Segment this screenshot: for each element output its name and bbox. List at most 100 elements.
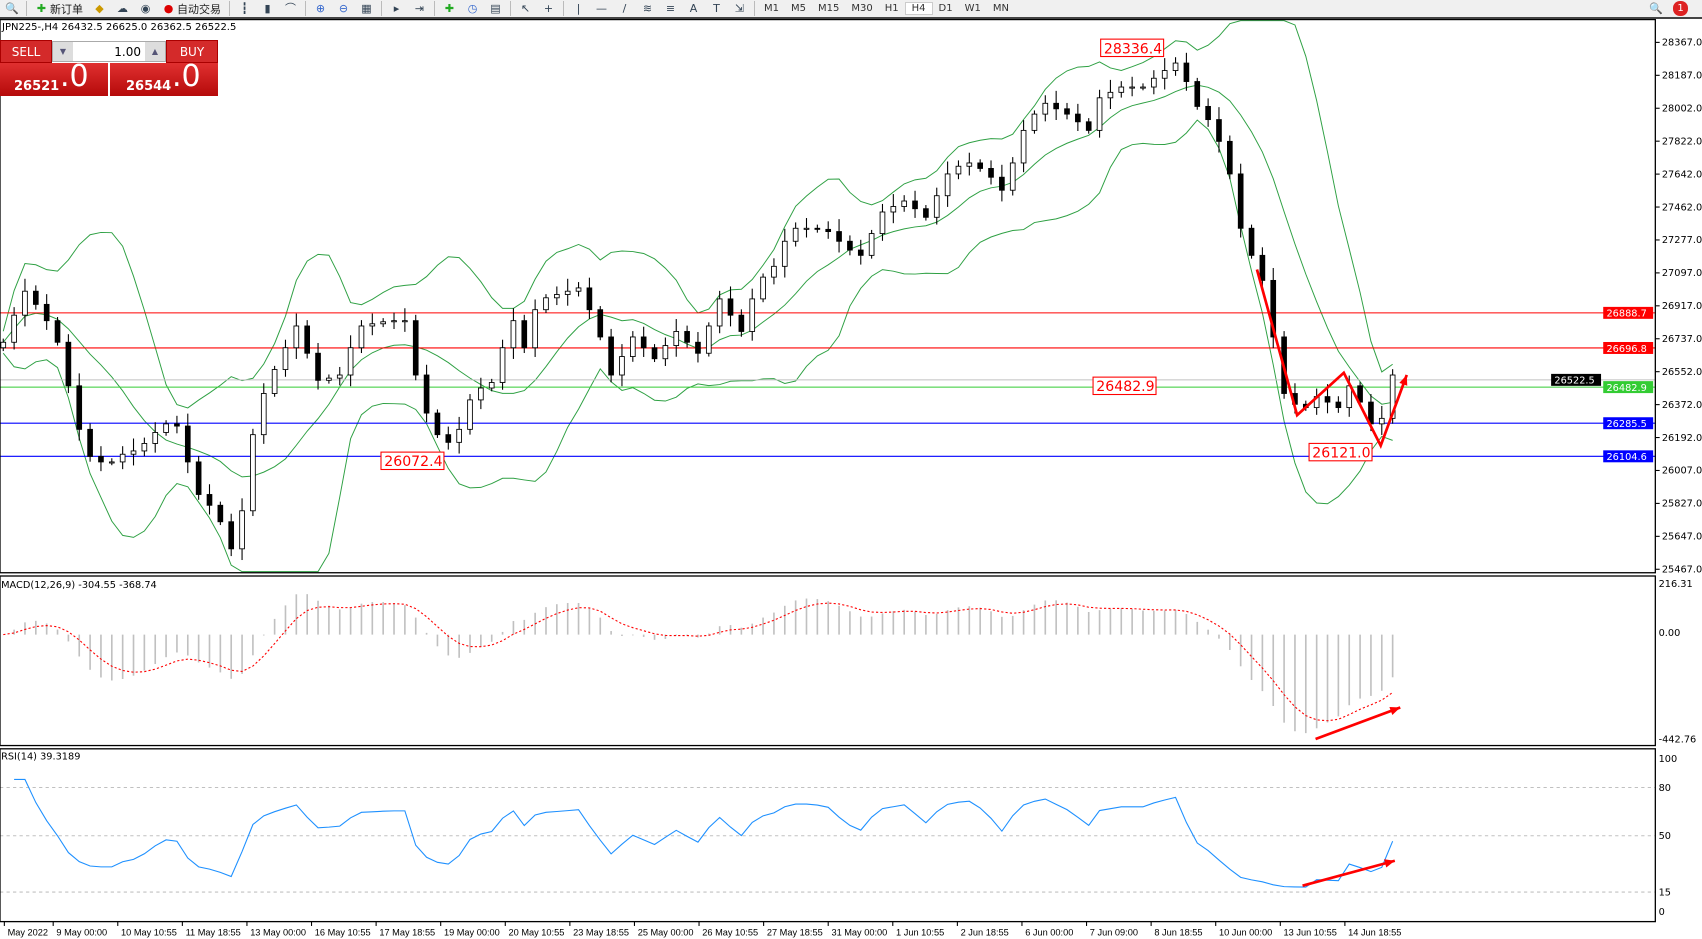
notification-badge[interactable]: 1 bbox=[1673, 1, 1688, 16]
rsi-axis-label: 0 bbox=[1659, 907, 1665, 918]
candle bbox=[391, 312, 397, 330]
shift-button[interactable]: ⇥ bbox=[408, 0, 431, 17]
periods-button[interactable]: ◷ bbox=[461, 0, 484, 17]
price-line-tag-label: 26522.5 bbox=[1554, 376, 1594, 387]
timeframe-mn[interactable]: MN bbox=[992, 3, 1009, 14]
candle bbox=[1335, 396, 1342, 413]
timeframe-h4[interactable]: H4 bbox=[904, 2, 933, 15]
text-button[interactable]: A bbox=[682, 0, 705, 17]
new-order-icon: ✚ bbox=[36, 2, 47, 15]
candle-body bbox=[988, 168, 994, 178]
indicators-button[interactable]: ✚ bbox=[438, 0, 461, 17]
candle bbox=[988, 160, 994, 185]
signal-button[interactable]: ◉ bbox=[134, 0, 157, 17]
toolbar: 🔍 ✚ 新订单 ◆ ☁ ◉ ● 自动交易 ┇ ▮ ⌒ ⊕ ⊖ ▦ ▸ ⇥ ✚ ◷ ▤ ↖ + | — / ≋ ≡ A T ⇲ M1 M5 M1… bbox=[0, 0, 1702, 19]
autotrading-button[interactable]: ● 自动交易 bbox=[157, 0, 226, 17]
candle-body bbox=[923, 208, 929, 218]
candle-body bbox=[597, 309, 604, 338]
horizontal-line-button[interactable]: — bbox=[590, 0, 613, 17]
lot-size-stepper[interactable]: ▼ 1.00 ▲ bbox=[52, 41, 166, 62]
toolbar-separator bbox=[381, 1, 382, 16]
rsi-axis-label: 50 bbox=[1659, 831, 1671, 842]
vertical-line-icon: | bbox=[576, 2, 581, 15]
timeframe-m15[interactable]: M15 bbox=[818, 3, 840, 14]
gold-button[interactable]: ◆ bbox=[88, 0, 111, 17]
candle bbox=[1075, 103, 1081, 132]
sell-button[interactable]: SELL bbox=[0, 40, 52, 63]
candle bbox=[1205, 98, 1211, 127]
autoscroll-button[interactable]: ▸ bbox=[385, 0, 408, 17]
candle-body bbox=[11, 314, 17, 343]
candle bbox=[1183, 52, 1190, 91]
ask-price-button[interactable]: 26544 .0 bbox=[110, 59, 218, 96]
bar-chart-button[interactable]: ┇ bbox=[233, 0, 256, 17]
candle-body bbox=[412, 320, 419, 376]
line-chart-button[interactable]: ⌒ bbox=[279, 0, 302, 17]
fibonacci-button[interactable]: ≋ bbox=[636, 0, 659, 17]
search-icon[interactable]: 🔍 bbox=[1649, 2, 1663, 15]
candle-body bbox=[619, 356, 625, 376]
candle-body bbox=[228, 521, 235, 550]
timeframe-m30[interactable]: M30 bbox=[851, 3, 873, 14]
zoom-in-button[interactable]: ⊕ bbox=[309, 0, 332, 17]
candle bbox=[54, 317, 61, 346]
label-button[interactable]: T bbox=[705, 0, 728, 17]
timeframe-h1[interactable]: H1 bbox=[884, 3, 899, 14]
candle bbox=[76, 373, 83, 441]
candle bbox=[1237, 163, 1244, 238]
candle bbox=[1140, 83, 1146, 91]
candle-body bbox=[347, 347, 354, 376]
macd-axis-label: -442.76 bbox=[1659, 734, 1697, 745]
text-icon: A bbox=[689, 2, 698, 15]
buy-button[interactable]: BUY bbox=[166, 40, 218, 63]
candle-body bbox=[239, 510, 245, 550]
candle bbox=[65, 334, 72, 394]
candle bbox=[1172, 57, 1179, 76]
timeframe-w1[interactable]: W1 bbox=[964, 3, 981, 14]
price-label-box bbox=[1100, 38, 1165, 58]
timeframe-m5[interactable]: M5 bbox=[791, 3, 806, 14]
search-button[interactable]: 🔍 bbox=[0, 0, 23, 17]
trendline-button[interactable]: / bbox=[613, 0, 636, 17]
rsi-divergence-arrow-head bbox=[1384, 859, 1395, 868]
lot-size-input[interactable]: 1.00 bbox=[114, 44, 141, 59]
decrease-lot-button[interactable]: ▼ bbox=[53, 42, 73, 61]
candle bbox=[282, 339, 289, 377]
bid-price-button[interactable]: 26521 .0 bbox=[0, 59, 108, 96]
timeframe-m1[interactable]: M1 bbox=[764, 3, 779, 14]
candle-body bbox=[781, 240, 788, 267]
candle bbox=[358, 320, 365, 354]
label-icon: T bbox=[713, 2, 720, 15]
cloud-button[interactable]: ☁ bbox=[111, 0, 134, 17]
price-label: 26482.9 bbox=[1096, 379, 1154, 395]
candle-body bbox=[1216, 119, 1222, 142]
candle-body bbox=[890, 206, 897, 213]
candle-chart-button[interactable]: ▮ bbox=[256, 0, 279, 17]
candle-body bbox=[771, 265, 777, 278]
candle bbox=[380, 318, 386, 328]
candle-body bbox=[532, 309, 538, 349]
candle-body bbox=[1053, 102, 1059, 110]
arrows-button[interactable]: ⇲ bbox=[728, 0, 751, 17]
cloud-icon: ☁ bbox=[117, 2, 128, 15]
cursor-button[interactable]: ↖ bbox=[514, 0, 537, 17]
ask-price: 26544 bbox=[126, 79, 172, 94]
zoom-out-button[interactable]: ⊖ bbox=[332, 0, 355, 17]
timeframe-d1[interactable]: D1 bbox=[938, 3, 953, 14]
price-label-box bbox=[1308, 442, 1373, 462]
new-order-button[interactable]: ✚ 新订单 bbox=[30, 0, 88, 17]
templates-button[interactable]: ▤ bbox=[484, 0, 507, 17]
crosshair-button[interactable]: + bbox=[537, 0, 560, 17]
increase-lot-button[interactable]: ▲ bbox=[145, 42, 165, 61]
candle bbox=[955, 160, 962, 180]
price-label: 26121.0 bbox=[1312, 446, 1370, 462]
candle-body bbox=[1107, 91, 1114, 99]
price-axis-label: 27462.0 bbox=[1662, 202, 1702, 213]
vertical-line-button[interactable]: | bbox=[567, 0, 590, 17]
fibo-lines-button[interactable]: ≡ bbox=[659, 0, 682, 17]
candle-body bbox=[662, 345, 669, 360]
candle bbox=[836, 219, 842, 253]
tile-button[interactable]: ▦ bbox=[355, 0, 378, 17]
candle-body bbox=[282, 347, 289, 370]
